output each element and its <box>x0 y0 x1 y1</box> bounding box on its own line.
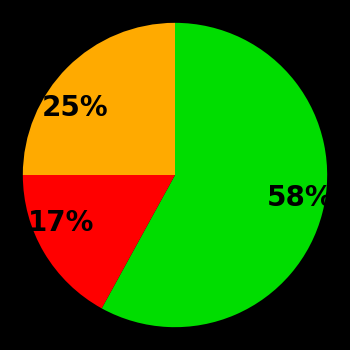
Text: 17%: 17% <box>27 209 94 237</box>
Wedge shape <box>23 175 175 308</box>
Wedge shape <box>23 23 175 175</box>
Wedge shape <box>102 23 327 327</box>
Text: 25%: 25% <box>42 94 108 122</box>
Text: 58%: 58% <box>266 184 333 212</box>
